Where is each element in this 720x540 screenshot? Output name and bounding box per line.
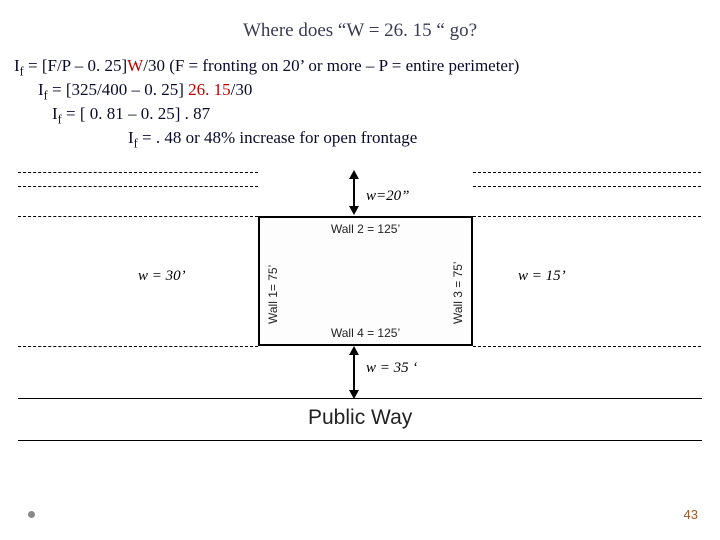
wall-left-label: Wall 1= 75’ xyxy=(266,242,280,324)
equation-3: If = [ 0. 81 – 0. 25] . 87 xyxy=(52,104,210,127)
left-w-label: w = 30’ xyxy=(138,268,186,285)
building-top-line-right xyxy=(473,216,701,217)
equation-1: If = [F/P – 0. 25]W/30 (F = fronting on … xyxy=(14,56,519,79)
top-w-arrow xyxy=(348,172,360,214)
equation-4: If = . 48 or 48% increase for open front… xyxy=(128,128,417,151)
bottom-w-label: w = 35 ‘ xyxy=(366,360,417,377)
building-rect: Wall 2 = 125’ Wall 1= 75’ Wall 3 = 75’ W… xyxy=(258,216,473,346)
upper-line-1-right xyxy=(473,172,701,173)
upper-line-2-left xyxy=(18,186,258,187)
slide-bullet-icon xyxy=(28,511,35,518)
eq2-r: 26. 15 xyxy=(188,80,231,99)
eq1-b: /30 (F = fronting on 20’ or more – P = e… xyxy=(143,56,519,75)
eq2-b: /30 xyxy=(231,80,253,99)
wall-top-label: Wall 2 = 125’ xyxy=(260,222,471,236)
page-number: 43 xyxy=(684,507,698,522)
eq1-a: = [F/P – 0. 25] xyxy=(24,56,127,75)
pw-line-top xyxy=(18,398,702,399)
eq3-a: = [ 0. 81 – 0. 25] . 87 xyxy=(62,104,210,123)
pw-line-bottom xyxy=(18,440,702,441)
building-bottom-line-right xyxy=(473,346,701,347)
eq4-a: = . 48 or 48% increase for open frontage xyxy=(138,128,418,147)
wall-right-label: Wall 3 = 75’ xyxy=(451,242,465,324)
wall-bottom-label: Wall 4 = 125’ xyxy=(260,326,471,340)
upper-line-2-right xyxy=(473,186,701,187)
right-w-label: w = 15’ xyxy=(518,268,566,285)
upper-line-1-left xyxy=(18,172,258,173)
building-top-line-left xyxy=(18,216,258,217)
building-bottom-line-left xyxy=(18,346,258,347)
eq2-a: = [325/400 – 0. 25] xyxy=(48,80,188,99)
frontage-diagram: w=20” Wall 2 = 125’ Wall 1= 75’ Wall 3 =… xyxy=(18,160,702,490)
eq1-W: W xyxy=(127,56,143,75)
public-way-label: Public Way xyxy=(308,406,412,430)
slide-title: Where does “W = 26. 15 “ go? xyxy=(0,20,720,42)
bottom-w-arrow xyxy=(348,348,360,398)
top-w-label: w=20” xyxy=(366,188,409,205)
equation-2: If = [325/400 – 0. 25] 26. 15/30 xyxy=(38,80,252,103)
